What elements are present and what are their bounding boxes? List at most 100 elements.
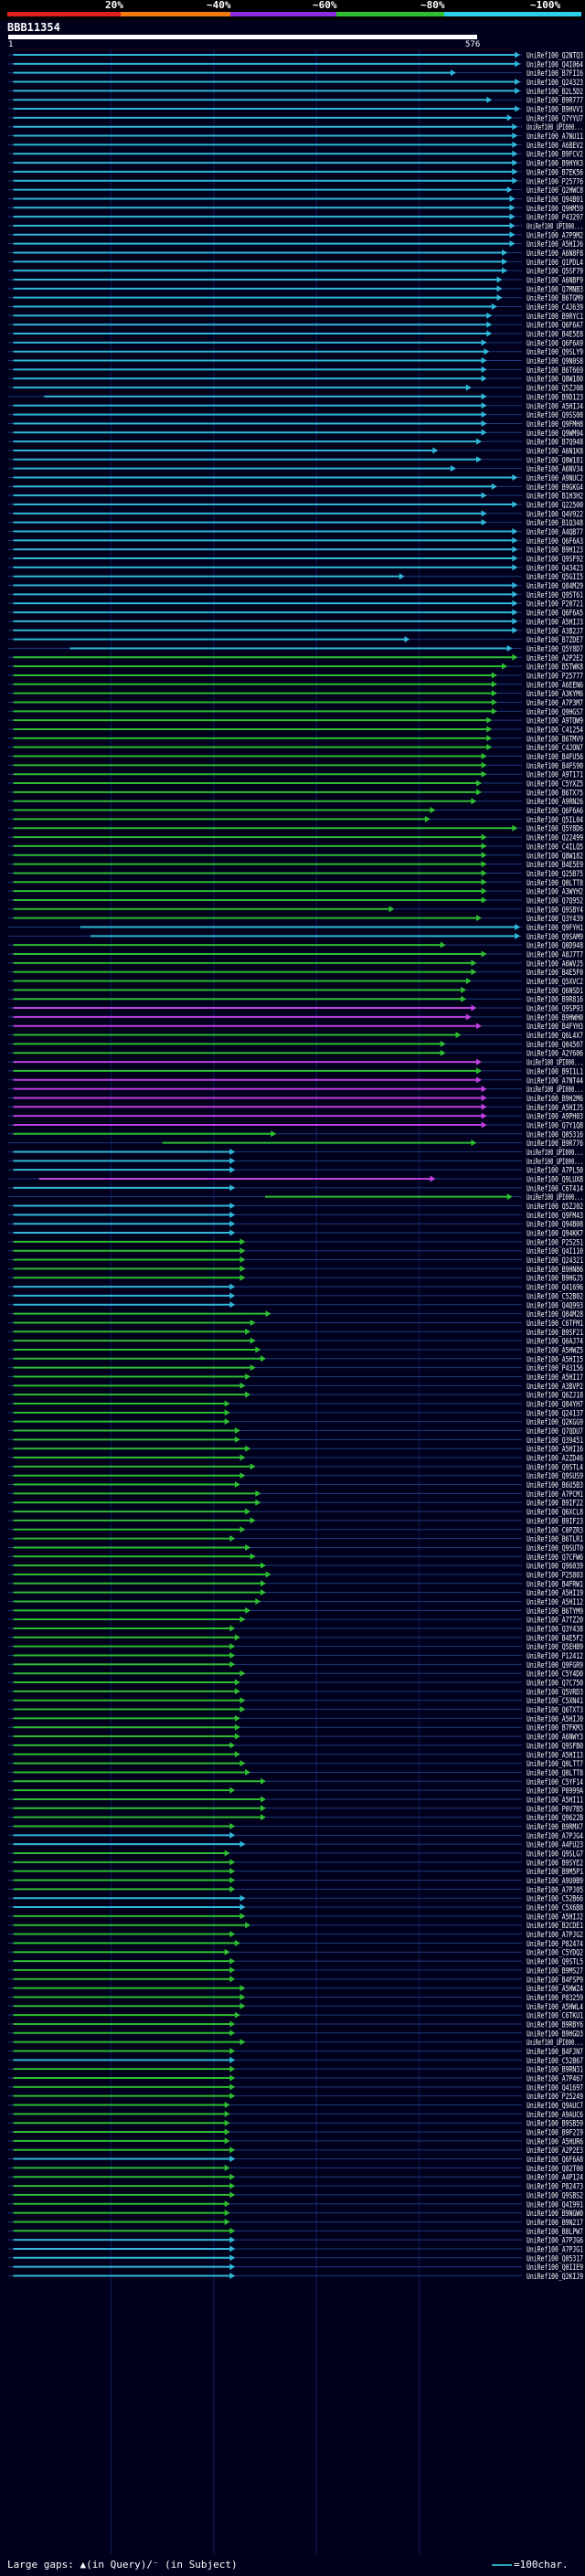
hit-label[interactable]: UniRef100_Q5XVC2 <box>526 978 583 987</box>
hit-row[interactable]: UniRef100_Q9SUT0 <box>8 1543 583 1553</box>
hit-label[interactable]: UniRef100_B9HVV1 <box>526 106 583 115</box>
hit-row[interactable]: UniRef100_C52B67 <box>8 2056 583 2066</box>
hit-label[interactable]: UniRef100_B2L5D2 <box>526 88 583 97</box>
hit-label[interactable]: UniRef100_A5HI13 <box>526 1751 583 1760</box>
hit-row[interactable]: UniRef100_B8LPW7 <box>8 2227 583 2237</box>
hit-row[interactable]: UniRef100_P82474 <box>8 1939 583 1949</box>
hit-label[interactable]: UniRef100_Q6NSD1 <box>526 987 583 996</box>
hit-label[interactable]: UniRef100_B9M5P1 <box>526 1868 583 1877</box>
hit-label[interactable]: UniRef100_Q2KIJ9 <box>526 2273 583 2282</box>
hit-row[interactable]: UniRef100_A9PH03 <box>8 1112 583 1122</box>
hit-row[interactable]: UniRef100_Q1PDL4 <box>8 258 583 268</box>
hit-row[interactable]: UniRef100_Q3Y439 <box>8 915 583 924</box>
hit-label[interactable]: UniRef100_A5HUR6 <box>526 2137 583 2147</box>
hit-label[interactable]: UniRef100_A9T171 <box>526 771 583 780</box>
hit-row[interactable]: UniRef100_Q2KGG9 <box>8 1418 583 1427</box>
hit-row[interactable]: UniRef100_A6NWY3 <box>8 1733 583 1743</box>
hit-row[interactable]: UniRef100_A7NT44 <box>8 1076 583 1086</box>
hit-label[interactable]: UniRef100_B9R816 <box>526 996 583 1005</box>
hit-label[interactable]: UniRef100_Q5Y8D7 <box>526 645 583 654</box>
hit-row[interactable]: UniRef100_Q84M29 <box>8 582 583 591</box>
hit-label[interactable]: UniRef100_B6TGM9 <box>526 294 583 303</box>
hit-row[interactable]: UniRef100_A7P9M2 <box>8 231 583 240</box>
hit-row[interactable]: UniRef100_Q82T00 <box>8 2164 583 2174</box>
hit-label[interactable]: UniRef100_Q5EHB9 <box>526 1643 583 1652</box>
hit-label[interactable]: UniRef100_Q2KGG9 <box>526 1418 583 1427</box>
hit-row[interactable]: UniRef100_P82473 <box>8 2182 583 2192</box>
hit-row[interactable]: UniRef100_UPI000... <box>8 1193 583 1203</box>
hit-label[interactable]: UniRef100_Q24323 <box>526 79 583 88</box>
hit-row[interactable]: UniRef100_P25803 <box>8 1571 583 1580</box>
hit-label[interactable]: UniRef100_A6NV34 <box>526 465 583 474</box>
hit-row[interactable]: UniRef100_B9IF22 <box>8 1499 583 1509</box>
hit-row[interactable]: UniRef100_Q6XCL8 <box>8 1508 583 1518</box>
hit-label[interactable]: UniRef100_A9RN26 <box>526 798 583 807</box>
hit-row[interactable]: UniRef100_Q2KIJ9 <box>8 2272 583 2282</box>
hit-row[interactable]: UniRef100_A7NU11 <box>8 133 583 142</box>
hit-row[interactable]: UniRef100_A5HWL4 <box>8 2002 583 2012</box>
hit-row[interactable]: UniRef100_C4JON7 <box>8 744 583 753</box>
hit-label[interactable]: UniRef100_A6NBF9 <box>526 277 583 286</box>
hit-label[interactable]: UniRef100_C5YXZ5 <box>526 780 583 790</box>
hit-row[interactable]: UniRef100_B2L5D2 <box>8 87 583 97</box>
hit-label[interactable]: UniRef100_Q6F6A9 <box>526 339 583 348</box>
hit-label[interactable]: UniRef100_Q9SBS2 <box>526 2191 583 2200</box>
hit-label[interactable]: UniRef100_Q0IIE9 <box>526 2263 583 2273</box>
hit-row[interactable]: UniRef100_B9RBY6 <box>8 2020 583 2030</box>
hit-row[interactable]: UniRef100_A7PJG2 <box>8 1931 583 1940</box>
hit-row[interactable]: UniRef100_B7ZDE7 <box>8 636 583 645</box>
hit-row[interactable]: UniRef100_Q24321 <box>8 1256 583 1266</box>
hit-label[interactable]: UniRef100_Q9SF92 <box>526 556 583 565</box>
hit-label[interactable]: UniRef100_Q9SAM9 <box>526 933 583 942</box>
hit-label[interactable]: UniRef100_A3B2J7 <box>526 627 583 636</box>
hit-row[interactable]: UniRef100_Q7CFW6 <box>8 1553 583 1563</box>
hit-label[interactable]: UniRef100_P43156 <box>526 1364 583 1373</box>
hit-label[interactable]: UniRef100_Q22499 <box>526 834 583 843</box>
hit-label[interactable]: UniRef100_A5HWZ4 <box>526 1985 583 1994</box>
hit-row[interactable]: UniRef100_Q5XVC2 <box>8 978 583 987</box>
hit-label[interactable]: UniRef100_Q5ZJ08 <box>526 385 583 394</box>
hit-label[interactable]: UniRef100_C0PZR3 <box>526 1526 583 1535</box>
hit-row[interactable]: UniRef100_P25777 <box>8 672 583 681</box>
hit-label[interactable]: UniRef100_C6TFM1 <box>526 1320 583 1329</box>
hit-row[interactable]: UniRef100_B9N217 <box>8 2218 583 2228</box>
hit-row[interactable]: UniRef100_P0V7B5 <box>8 1805 583 1814</box>
hit-label[interactable]: UniRef100_A3KYM6 <box>526 690 583 699</box>
hit-row[interactable]: UniRef100_B9HVV1 <box>8 105 583 115</box>
hit-row[interactable]: UniRef100_Q9STL5 <box>8 1957 583 1967</box>
hit-label[interactable]: UniRef100_A5HIJ3 <box>526 618 583 627</box>
hit-label[interactable]: UniRef100_A7NT44 <box>526 1076 583 1086</box>
hit-label[interactable]: UniRef100_Q4I991 <box>526 2200 583 2210</box>
hit-row[interactable]: UniRef100_P0999A <box>8 1786 583 1797</box>
hit-label[interactable]: UniRef100_Q7CFW6 <box>526 1553 583 1563</box>
hit-row[interactable]: UniRef100_A7P3M7 <box>8 698 583 708</box>
hit-row[interactable]: UniRef100_Q3Y438 <box>8 1625 583 1635</box>
hit-row[interactable]: UniRef100_C6T414 <box>8 1184 583 1193</box>
hit-row[interactable]: UniRef100_Q4I110 <box>8 1247 583 1256</box>
hit-label[interactable]: UniRef100_A7PJG1 <box>526 2245 583 2254</box>
hit-label[interactable]: UniRef100_Q7YYU7 <box>526 114 583 123</box>
hit-row[interactable]: UniRef100_Q4Q993 <box>8 1301 583 1310</box>
hit-label[interactable]: UniRef100_C5YDQ2 <box>526 1949 583 1958</box>
hit-label[interactable]: UniRef100_B9SB59 <box>526 2120 583 2129</box>
hit-row[interactable]: UniRef100_A7P467 <box>8 2074 583 2084</box>
hit-label[interactable]: UniRef100_B9GKG4 <box>526 483 583 493</box>
hit-row[interactable]: UniRef100_A5HWZ5 <box>8 1346 583 1355</box>
hit-row[interactable]: UniRef100_A2Y606 <box>8 1049 583 1059</box>
hit-row[interactable]: UniRef100_B4FJN7 <box>8 2047 583 2057</box>
hit-label[interactable]: UniRef100_C52B66 <box>526 1895 583 1904</box>
hit-label[interactable]: UniRef100_Q4I110 <box>526 1247 583 1256</box>
hit-label[interactable]: UniRef100_A2P2E2 <box>526 654 583 663</box>
hit-label[interactable]: UniRef100_B9SYE2 <box>526 1859 583 1868</box>
hit-row[interactable]: UniRef100_Q6F6A7 <box>8 321 583 331</box>
hit-label[interactable]: UniRef100_B7Q948 <box>526 439 583 448</box>
hit-row[interactable]: UniRef100_C6TKU1 <box>8 2011 583 2021</box>
hit-row[interactable]: UniRef100_C5YF14 <box>8 1777 583 1787</box>
hit-label[interactable]: UniRef100_C5YF14 <box>526 1778 583 1787</box>
hit-row[interactable]: UniRef100_Q39451 <box>8 1436 583 1446</box>
hit-label[interactable]: UniRef100_Q9622B <box>526 1814 583 1823</box>
hit-label[interactable]: UniRef100_Q9WM94 <box>526 429 583 439</box>
hit-row[interactable]: UniRef100_B9R816 <box>8 995 583 1005</box>
hit-row[interactable]: UniRef100_A6NV34 <box>8 465 583 474</box>
hit-label[interactable]: UniRef100_A9U0B9 <box>526 1877 583 1886</box>
